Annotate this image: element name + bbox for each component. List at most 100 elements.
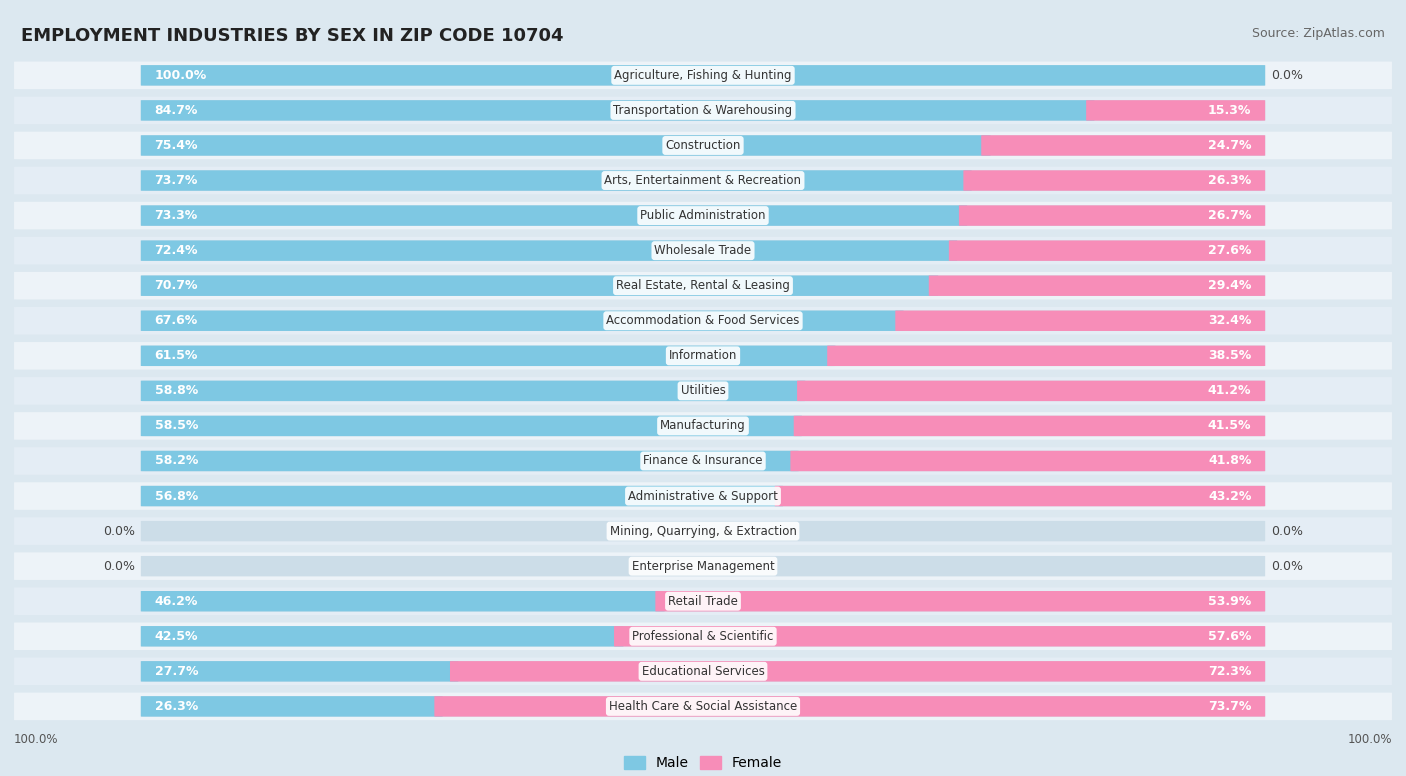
FancyBboxPatch shape	[141, 345, 1265, 366]
Text: 26.3%: 26.3%	[155, 700, 198, 713]
Text: Information: Information	[669, 349, 737, 362]
FancyBboxPatch shape	[141, 65, 1265, 85]
Text: 29.4%: 29.4%	[1208, 279, 1251, 293]
FancyBboxPatch shape	[141, 451, 1265, 471]
Text: 70.7%: 70.7%	[155, 279, 198, 293]
FancyBboxPatch shape	[141, 241, 957, 261]
FancyBboxPatch shape	[14, 412, 1392, 440]
Text: 26.7%: 26.7%	[1208, 209, 1251, 222]
Text: 73.3%: 73.3%	[155, 209, 198, 222]
Text: 32.4%: 32.4%	[1208, 314, 1251, 327]
FancyBboxPatch shape	[14, 97, 1392, 124]
FancyBboxPatch shape	[141, 135, 991, 156]
Text: 61.5%: 61.5%	[155, 349, 198, 362]
FancyBboxPatch shape	[141, 591, 665, 611]
FancyBboxPatch shape	[929, 275, 1265, 296]
Text: 24.7%: 24.7%	[1208, 139, 1251, 152]
FancyBboxPatch shape	[14, 307, 1392, 334]
Text: 72.3%: 72.3%	[1208, 665, 1251, 678]
FancyBboxPatch shape	[963, 170, 1265, 191]
FancyBboxPatch shape	[434, 696, 1265, 716]
Text: Transportation & Warehousing: Transportation & Warehousing	[613, 104, 793, 117]
Text: 100.0%: 100.0%	[14, 733, 59, 747]
FancyBboxPatch shape	[14, 202, 1392, 230]
FancyBboxPatch shape	[141, 696, 1265, 716]
Text: 46.2%: 46.2%	[155, 594, 198, 608]
FancyBboxPatch shape	[141, 206, 967, 226]
FancyBboxPatch shape	[141, 486, 783, 506]
FancyBboxPatch shape	[14, 61, 1392, 89]
Text: Finance & Insurance: Finance & Insurance	[644, 455, 762, 467]
Text: Wholesale Trade: Wholesale Trade	[654, 244, 752, 257]
FancyBboxPatch shape	[141, 135, 1265, 156]
FancyBboxPatch shape	[141, 206, 1265, 226]
FancyBboxPatch shape	[141, 170, 972, 191]
Text: Construction: Construction	[665, 139, 741, 152]
FancyBboxPatch shape	[141, 591, 1265, 611]
Text: 73.7%: 73.7%	[1208, 700, 1251, 713]
FancyBboxPatch shape	[14, 518, 1392, 545]
Text: 0.0%: 0.0%	[1271, 525, 1303, 538]
Text: 73.7%: 73.7%	[155, 174, 198, 187]
Text: Accommodation & Food Services: Accommodation & Food Services	[606, 314, 800, 327]
FancyBboxPatch shape	[14, 342, 1392, 369]
Text: 75.4%: 75.4%	[155, 139, 198, 152]
Text: Public Administration: Public Administration	[640, 209, 766, 222]
Text: 15.3%: 15.3%	[1208, 104, 1251, 117]
FancyBboxPatch shape	[141, 661, 1265, 681]
Text: Administrative & Support: Administrative & Support	[628, 490, 778, 503]
FancyBboxPatch shape	[141, 556, 1265, 577]
FancyBboxPatch shape	[141, 345, 835, 366]
FancyBboxPatch shape	[450, 661, 1265, 681]
FancyBboxPatch shape	[141, 696, 443, 716]
Text: 0.0%: 0.0%	[1271, 559, 1303, 573]
Text: Source: ZipAtlas.com: Source: ZipAtlas.com	[1251, 27, 1385, 40]
FancyBboxPatch shape	[14, 272, 1392, 300]
FancyBboxPatch shape	[141, 416, 801, 436]
FancyBboxPatch shape	[981, 135, 1265, 156]
FancyBboxPatch shape	[775, 486, 1265, 506]
FancyBboxPatch shape	[14, 237, 1392, 265]
FancyBboxPatch shape	[141, 241, 1265, 261]
Text: Health Care & Social Assistance: Health Care & Social Assistance	[609, 700, 797, 713]
FancyBboxPatch shape	[141, 381, 1265, 401]
Text: 26.3%: 26.3%	[1208, 174, 1251, 187]
FancyBboxPatch shape	[14, 693, 1392, 720]
Text: 100.0%: 100.0%	[1347, 733, 1392, 747]
Text: Agriculture, Fishing & Hunting: Agriculture, Fishing & Hunting	[614, 69, 792, 81]
FancyBboxPatch shape	[14, 447, 1392, 475]
Text: 41.5%: 41.5%	[1208, 420, 1251, 432]
Text: 42.5%: 42.5%	[155, 630, 198, 643]
FancyBboxPatch shape	[14, 167, 1392, 194]
Text: 58.8%: 58.8%	[155, 384, 198, 397]
Text: 41.2%: 41.2%	[1208, 384, 1251, 397]
FancyBboxPatch shape	[141, 310, 1265, 331]
Text: 58.2%: 58.2%	[155, 455, 198, 467]
FancyBboxPatch shape	[655, 591, 1265, 611]
FancyBboxPatch shape	[141, 416, 1265, 436]
Text: 27.6%: 27.6%	[1208, 244, 1251, 257]
FancyBboxPatch shape	[827, 345, 1265, 366]
Text: 27.7%: 27.7%	[155, 665, 198, 678]
FancyBboxPatch shape	[141, 170, 1265, 191]
Text: 56.8%: 56.8%	[155, 490, 198, 503]
FancyBboxPatch shape	[949, 241, 1265, 261]
Text: 38.5%: 38.5%	[1208, 349, 1251, 362]
FancyBboxPatch shape	[14, 132, 1392, 159]
Text: EMPLOYMENT INDUSTRIES BY SEX IN ZIP CODE 10704: EMPLOYMENT INDUSTRIES BY SEX IN ZIP CODE…	[21, 27, 564, 45]
FancyBboxPatch shape	[1087, 100, 1265, 120]
Text: Mining, Quarrying, & Extraction: Mining, Quarrying, & Extraction	[610, 525, 796, 538]
Legend: Male, Female: Male, Female	[619, 751, 787, 776]
Text: Manufacturing: Manufacturing	[661, 420, 745, 432]
Text: 41.8%: 41.8%	[1208, 455, 1251, 467]
FancyBboxPatch shape	[614, 626, 1265, 646]
Text: 0.0%: 0.0%	[1271, 69, 1303, 81]
FancyBboxPatch shape	[141, 381, 806, 401]
FancyBboxPatch shape	[141, 100, 1265, 120]
FancyBboxPatch shape	[141, 451, 799, 471]
FancyBboxPatch shape	[141, 521, 1265, 542]
FancyBboxPatch shape	[141, 275, 938, 296]
Text: 67.6%: 67.6%	[155, 314, 198, 327]
FancyBboxPatch shape	[141, 65, 1265, 85]
FancyBboxPatch shape	[790, 451, 1265, 471]
